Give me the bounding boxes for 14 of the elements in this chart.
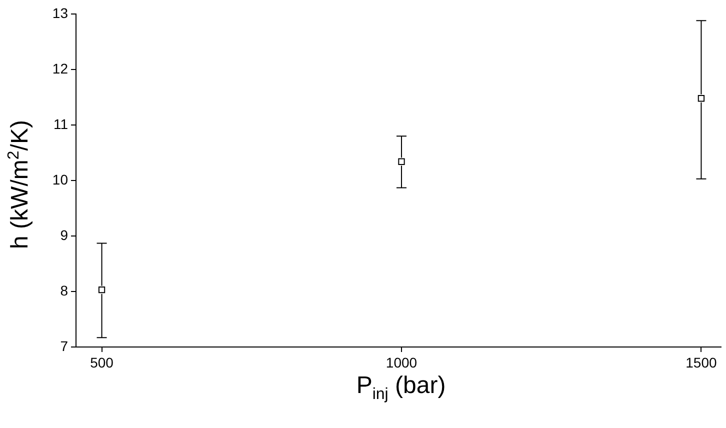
x-tick-label: 1500	[686, 354, 717, 370]
y-tick-label: 13	[52, 4, 68, 21]
point	[398, 158, 405, 165]
x-axis-title: P$_{inj}$ (bar)	[355, 372, 447, 404]
x-tick-label: 500	[90, 354, 114, 370]
y-tick-label: 7	[60, 338, 68, 354]
y-tick-label: 10	[52, 171, 68, 188]
point	[698, 95, 705, 102]
y-tick-label: 8	[60, 282, 68, 298]
y-tick-label: 9	[60, 226, 68, 243]
point	[98, 286, 106, 294]
y-tick-label: 12	[52, 60, 68, 76]
x-tick-label: 1000	[386, 354, 418, 370]
y-tick-label: 11	[53, 116, 68, 132]
